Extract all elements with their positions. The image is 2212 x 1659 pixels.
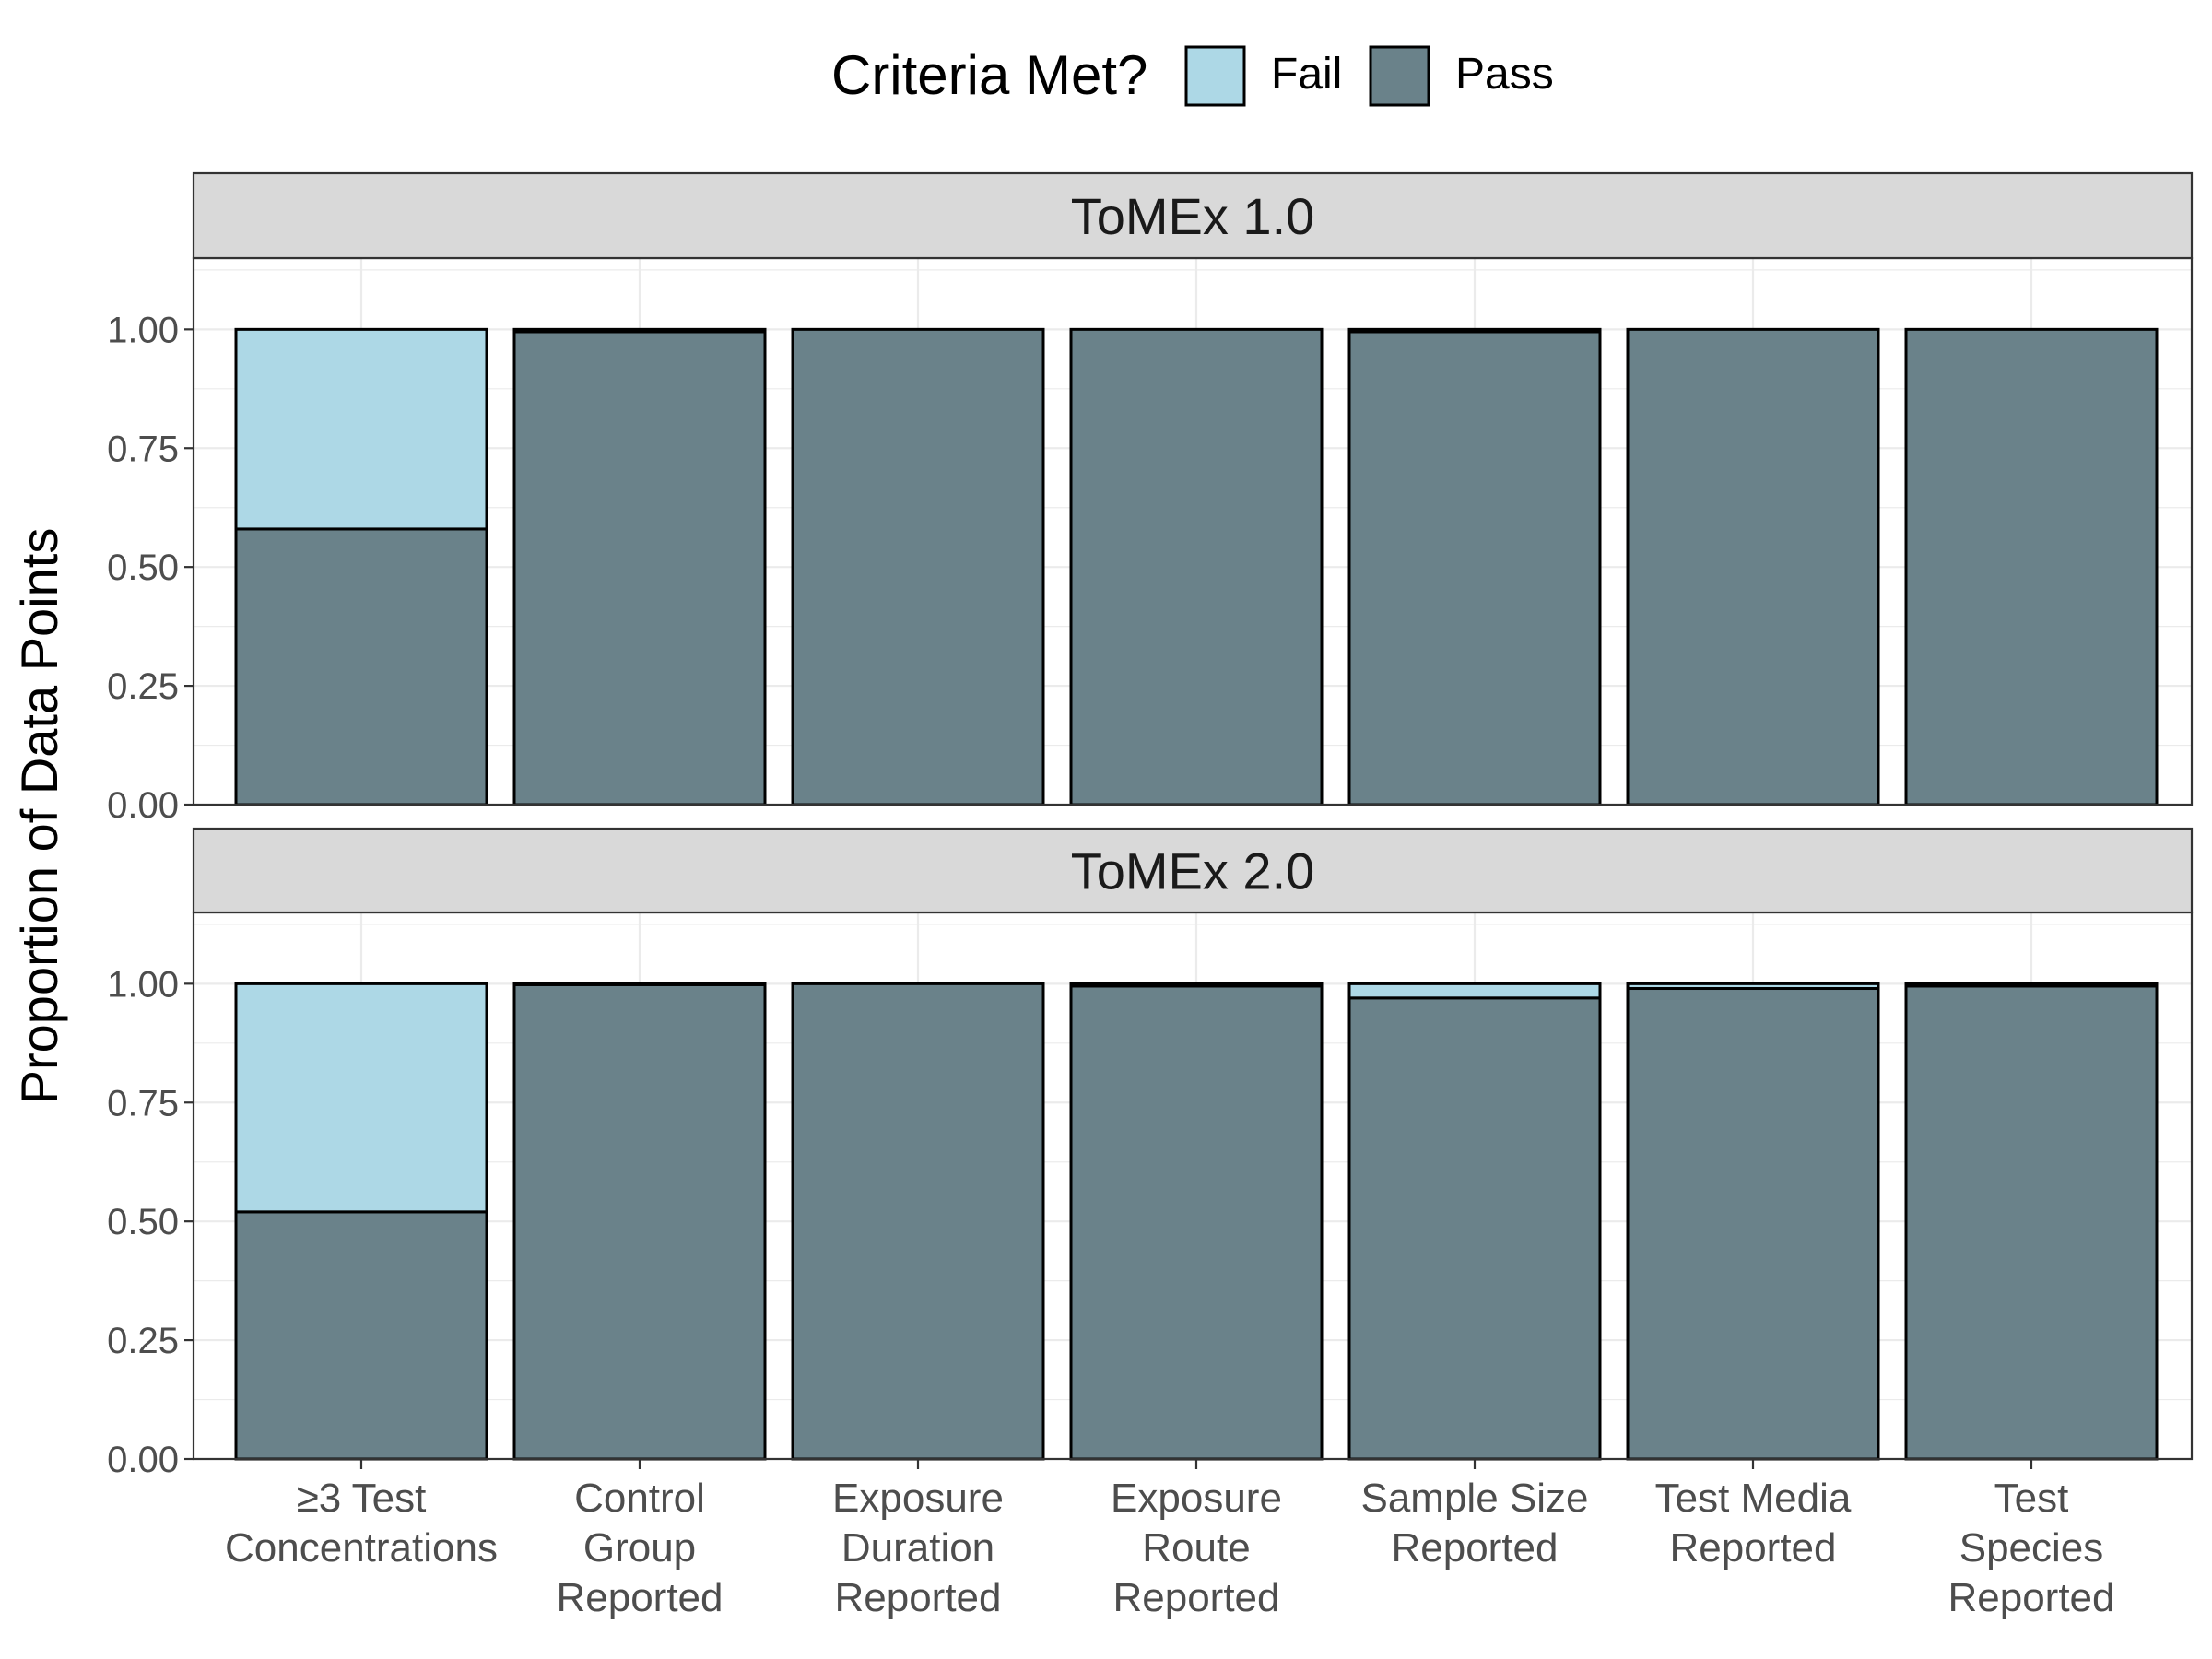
- x-tick-label: Exposure Duration Reported: [832, 1476, 1004, 1620]
- y-tick-label: 1.00: [107, 964, 179, 1005]
- x-tick-label-line: Exposure: [832, 1476, 1004, 1521]
- x-tick-label-line: Group: [583, 1525, 696, 1571]
- x-tick-label: Sample Size Reported: [1360, 1476, 1588, 1571]
- bar-fail: [1347, 327, 1602, 334]
- bar-fail: [1904, 982, 2159, 988]
- x-tick-label-line: Route: [1142, 1525, 1250, 1571]
- legend-key-pass: [1369, 45, 1430, 107]
- bar-pass: [1347, 330, 1602, 806]
- bar-pass: [1069, 327, 1324, 806]
- legend-title: Criteria Met?: [831, 44, 1147, 106]
- bar-pass: [791, 982, 1045, 1461]
- x-tick-label-line: Control: [574, 1476, 705, 1521]
- x-tick-label-line: Exposure: [1111, 1476, 1282, 1521]
- bar-pass: [1904, 984, 2159, 1461]
- y-tick-label: 1.00: [107, 310, 179, 350]
- x-tick-label-line: Reported: [556, 1575, 723, 1620]
- y-tick-label: 0.25: [107, 1321, 179, 1361]
- x-tick-label-line: Reported: [1391, 1525, 1558, 1571]
- bar-fail: [1626, 982, 1880, 991]
- x-tick-label: ≥3 Test Concentrations: [225, 1476, 498, 1571]
- x-tick-label: Test Species Reported: [1947, 1476, 2114, 1620]
- bar-pass: [791, 327, 1045, 806]
- bar-pass: [234, 527, 488, 806]
- x-tick-label-line: Species: [1959, 1525, 2104, 1571]
- x-tick-label-line: Test Media: [1655, 1476, 1852, 1521]
- facet-strip: [192, 827, 2194, 914]
- bar-fail: [234, 982, 488, 1214]
- bar-fail: [512, 327, 767, 334]
- bar-fail: [1347, 982, 1602, 1000]
- facet-strip-label: ToMEx 1.0: [1071, 187, 1315, 245]
- x-tick-label-line: Concentrations: [225, 1525, 498, 1571]
- y-tick-label: 0.50: [107, 547, 179, 588]
- bar-pass: [234, 1210, 488, 1461]
- x-tick-label-line: Reported: [1112, 1575, 1279, 1620]
- x-tick-label-line: ≥3 Test: [297, 1476, 427, 1521]
- bar-pass: [512, 982, 767, 1461]
- bar-pass: [1904, 327, 2159, 806]
- bar-fail: [512, 982, 767, 986]
- x-tick-label: Test Media Reported: [1655, 1476, 1852, 1571]
- x-tick-label: Exposure Route Reported: [1111, 1476, 1282, 1620]
- y-tick-label: 0.75: [107, 1083, 179, 1124]
- x-tick-label-line: Reported: [834, 1575, 1001, 1620]
- bar-pass: [512, 330, 767, 806]
- x-tick-label-line: Duration: [841, 1525, 994, 1571]
- bar-fail: [1069, 982, 1324, 988]
- x-tick-label-line: Reported: [1669, 1525, 1836, 1571]
- bar-fail: [234, 327, 488, 531]
- y-tick-label: 0.75: [107, 429, 179, 469]
- x-tick-label-line: Test: [1994, 1476, 2069, 1521]
- y-tick-label: 0.25: [107, 666, 179, 707]
- facet-strip-label: ToMEx 2.0: [1071, 842, 1315, 900]
- bar-pass: [1626, 327, 1880, 806]
- y-tick-label: 0.00: [107, 785, 179, 826]
- legend-label-pass: Pass: [1455, 50, 1554, 99]
- y-tick-label: 0.50: [107, 1202, 179, 1242]
- x-tick-label: Control Group Reported: [556, 1476, 723, 1620]
- x-tick-label-line: Reported: [1947, 1575, 2114, 1620]
- legend-key-fail: [1184, 45, 1246, 107]
- bar-pass: [1069, 984, 1324, 1461]
- y-axis-title: Proportion of Data Points: [10, 528, 68, 1105]
- bar-pass: [1626, 987, 1880, 1461]
- x-tick-label-line: Sample Size: [1360, 1476, 1588, 1521]
- facet-strip: [192, 171, 2194, 260]
- legend-label-fail: Fail: [1271, 50, 1342, 99]
- y-tick-label: 0.00: [107, 1440, 179, 1480]
- bar-pass: [1347, 996, 1602, 1461]
